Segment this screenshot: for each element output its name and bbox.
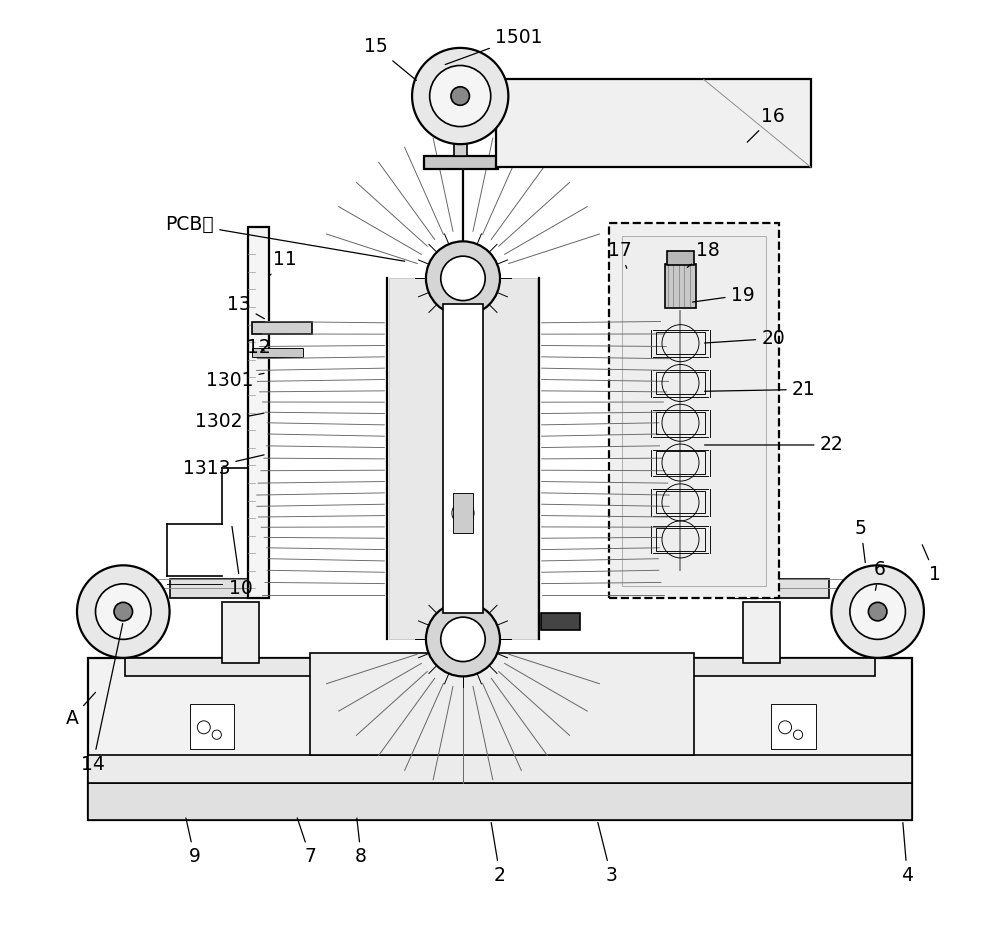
Bar xyxy=(656,451,705,474)
Text: 9: 9 xyxy=(186,818,200,867)
Text: 19: 19 xyxy=(692,286,754,305)
Text: 10: 10 xyxy=(229,527,253,598)
Text: 1501: 1501 xyxy=(445,28,542,65)
Bar xyxy=(609,222,779,598)
Circle shape xyxy=(793,730,803,740)
Bar xyxy=(252,322,312,334)
Bar xyxy=(622,235,766,586)
Text: 3: 3 xyxy=(598,822,617,885)
Text: 11: 11 xyxy=(269,250,297,276)
Text: 6: 6 xyxy=(874,561,885,590)
Text: PCB板: PCB板 xyxy=(166,215,405,261)
Circle shape xyxy=(114,603,133,621)
Text: 14: 14 xyxy=(81,624,123,774)
Bar xyxy=(310,654,694,756)
Bar xyxy=(496,80,811,167)
Bar xyxy=(743,603,780,663)
Bar xyxy=(891,591,907,632)
Bar xyxy=(222,603,259,663)
Bar xyxy=(88,782,912,819)
Text: 20: 20 xyxy=(705,329,785,348)
Circle shape xyxy=(441,617,485,662)
Bar xyxy=(88,658,912,819)
Text: 1301: 1301 xyxy=(206,371,264,389)
Circle shape xyxy=(77,565,170,658)
Bar xyxy=(96,591,112,632)
Bar xyxy=(656,372,705,394)
Circle shape xyxy=(451,87,469,106)
Bar xyxy=(656,491,705,514)
Bar xyxy=(656,332,705,354)
Circle shape xyxy=(426,241,500,315)
Text: A: A xyxy=(66,692,96,728)
Bar xyxy=(248,227,269,598)
Circle shape xyxy=(197,721,210,734)
Bar xyxy=(541,614,580,630)
Circle shape xyxy=(831,565,924,658)
Circle shape xyxy=(96,584,151,640)
Text: 2: 2 xyxy=(491,822,506,885)
Text: 21: 21 xyxy=(705,380,815,399)
Text: 5: 5 xyxy=(855,519,867,563)
Bar xyxy=(454,120,467,156)
Bar xyxy=(736,227,756,598)
Bar xyxy=(453,492,473,533)
Text: 12: 12 xyxy=(247,338,271,357)
Text: 22: 22 xyxy=(705,436,843,454)
Circle shape xyxy=(430,66,491,127)
Text: 18: 18 xyxy=(687,241,720,267)
Bar xyxy=(437,118,483,129)
Text: 17: 17 xyxy=(608,241,632,268)
Bar xyxy=(170,579,248,598)
Text: 4: 4 xyxy=(901,822,913,885)
Bar xyxy=(190,705,234,749)
Text: 1: 1 xyxy=(922,545,941,584)
Bar xyxy=(424,156,498,169)
Bar xyxy=(389,278,537,640)
Circle shape xyxy=(426,603,500,677)
Text: 1302: 1302 xyxy=(195,413,264,431)
Bar xyxy=(252,348,303,357)
Circle shape xyxy=(779,721,792,734)
Bar xyxy=(750,579,829,598)
Text: 16: 16 xyxy=(747,107,785,142)
Bar xyxy=(125,658,875,677)
Circle shape xyxy=(412,48,508,145)
Text: 1313: 1313 xyxy=(183,455,264,477)
Text: 8: 8 xyxy=(355,818,367,867)
Circle shape xyxy=(452,502,474,524)
Bar xyxy=(443,304,483,614)
Bar xyxy=(665,263,696,308)
Circle shape xyxy=(850,584,905,640)
Text: 15: 15 xyxy=(364,37,416,81)
Bar xyxy=(656,412,705,434)
Bar xyxy=(771,705,816,749)
Circle shape xyxy=(212,730,221,740)
Bar xyxy=(88,756,912,782)
Circle shape xyxy=(441,256,485,300)
Text: 13: 13 xyxy=(227,295,264,319)
Circle shape xyxy=(868,603,887,621)
Bar xyxy=(667,250,694,265)
Text: 7: 7 xyxy=(297,818,316,867)
Bar xyxy=(656,528,705,551)
